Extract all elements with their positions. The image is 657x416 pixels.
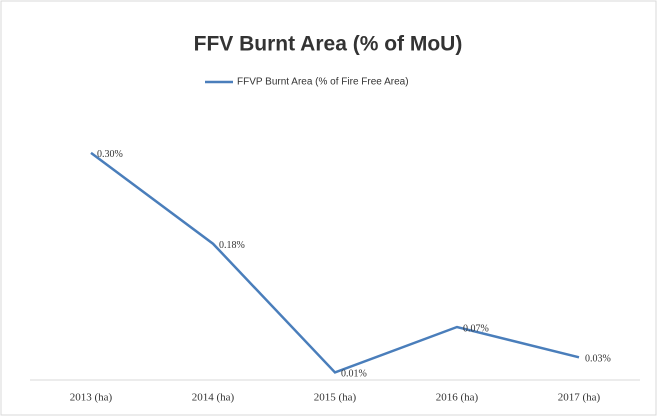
x-tick-label: 2015 (ha)	[314, 392, 357, 404]
data-label: 0.03%	[585, 354, 611, 365]
x-tick-label: 2017 (ha)	[558, 392, 601, 404]
data-label: 0.30%	[97, 149, 123, 160]
data-label: 0.01%	[341, 369, 367, 380]
x-tick-label: 2014 (ha)	[192, 392, 235, 404]
x-tick-label: 2016 (ha)	[436, 392, 479, 404]
chart-title: FFV Burnt Area (% of MoU)	[194, 33, 463, 56]
data-label: 0.07%	[463, 323, 489, 334]
data-label: 0.18%	[219, 240, 245, 251]
line	[90, 151, 580, 374]
x-tick-label: 2013 (ha)	[70, 392, 113, 404]
legend-label: FFVP Burnt Area (% of Fire Free Area)	[237, 77, 409, 88]
